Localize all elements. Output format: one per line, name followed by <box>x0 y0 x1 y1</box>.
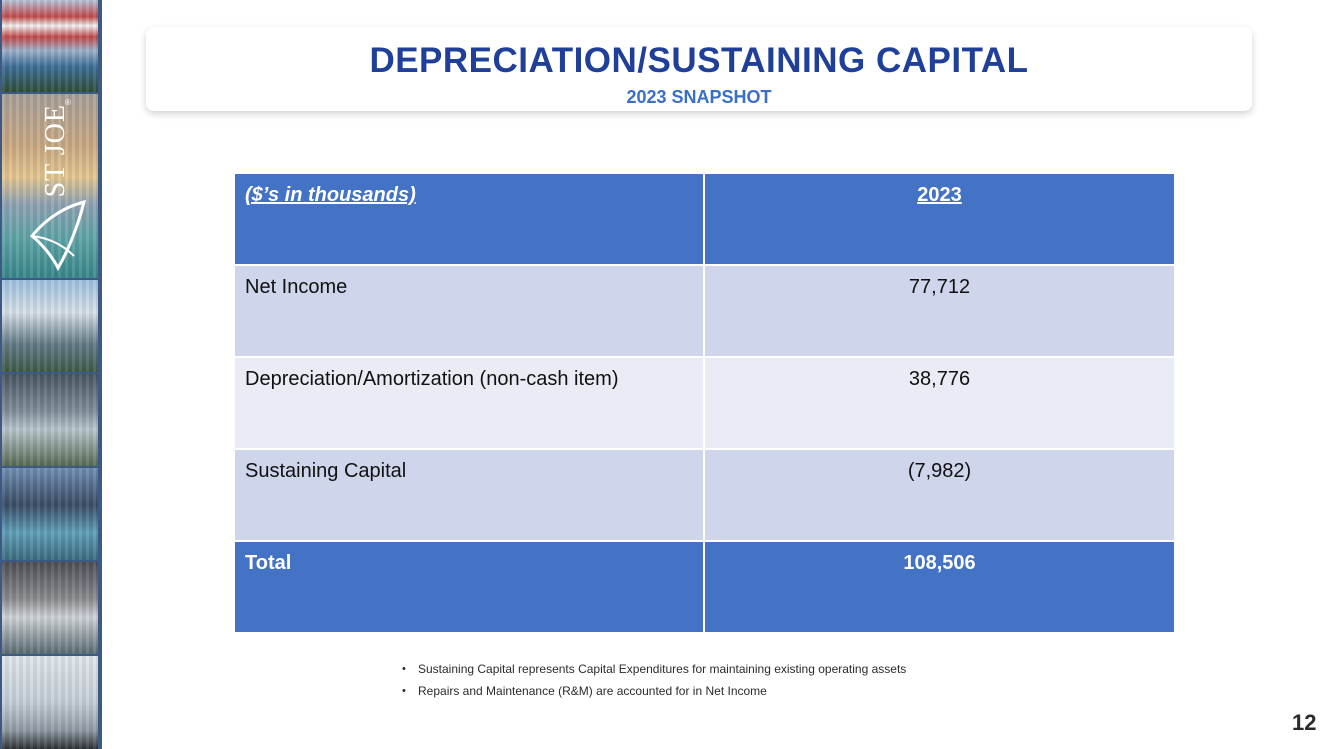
resort-pool-photo <box>2 468 98 560</box>
page-title: DEPRECIATION/SUSTAINING CAPITAL <box>369 41 1029 80</box>
flag-photo <box>2 0 98 92</box>
row-value: 38,776 <box>703 356 1176 450</box>
year-header: 2023 <box>703 172 1176 266</box>
patio-photo <box>2 374 98 466</box>
row-label: Sustaining Capital <box>233 448 705 542</box>
building-photo <box>2 280 98 372</box>
title-card: DEPRECIATION/SUSTAINING CAPITAL 2023 SNA… <box>146 27 1252 111</box>
footnotes: Sustaining Capital represents Capital Ex… <box>400 660 1100 704</box>
units-label: ($’s in thousands) <box>233 172 705 266</box>
leaf-logo-icon <box>29 199 87 272</box>
row-value: 77,712 <box>703 264 1176 358</box>
interior-photo <box>2 656 98 749</box>
total-label: Total <box>233 540 705 634</box>
table-row: Net Income 77,712 <box>233 264 1176 358</box>
sunset-photo <box>2 94 98 278</box>
registered-mark: ® <box>65 98 71 107</box>
table-row: Sustaining Capital (7,982) <box>233 448 1176 542</box>
row-value: (7,982) <box>703 448 1176 542</box>
page-number: 12 <box>1292 710 1317 735</box>
lounge-photo <box>2 562 98 654</box>
table-total-row: Total 108,506 <box>233 540 1176 634</box>
footnote-item: Repairs and Maintenance (R&M) are accoun… <box>400 682 1100 704</box>
footnote-item: Sustaining Capital represents Capital Ex… <box>400 660 1100 682</box>
row-label: Depreciation/Amortization (non-cash item… <box>233 356 705 450</box>
table-row: Depreciation/Amortization (non-cash item… <box>233 356 1176 450</box>
logo-wordmark: ST JOE <box>40 104 71 198</box>
page-subtitle: 2023 SNAPSHOT <box>626 87 772 107</box>
row-label: Net Income <box>233 264 705 358</box>
total-value: 108,506 <box>703 540 1176 634</box>
table-header-row: ($’s in thousands) 2023 <box>233 172 1176 266</box>
capital-table: ($’s in thousands) 2023 Net Income 77,71… <box>233 172 1176 634</box>
photo-strip: ST JOE ® <box>0 0 102 749</box>
